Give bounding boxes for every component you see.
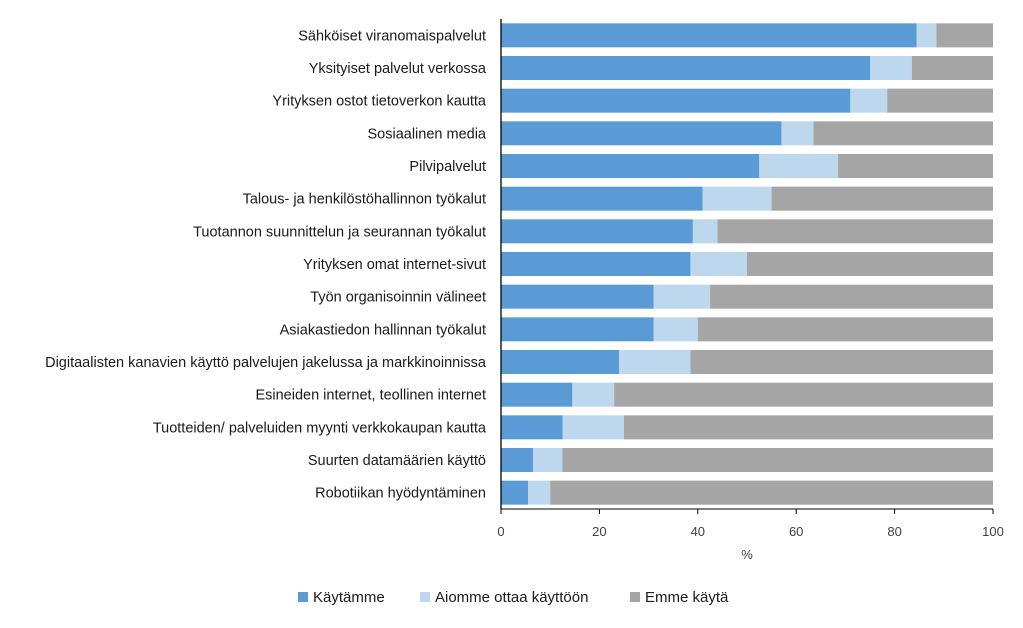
category-label: Yksityiset palvelut verkossa (309, 61, 487, 77)
bar-segment-2-row-4 (781, 121, 814, 146)
category-labels: Sähköiset viranomaispalvelut Yksityiset p… (45, 28, 487, 501)
bar-segment-1-row-8 (501, 252, 691, 276)
bar-segment-3-row-13 (624, 415, 993, 440)
bar-segment-1-row-7 (501, 219, 693, 244)
bar-segment-2-row-7 (692, 219, 718, 244)
bar-segment-3-row-15 (550, 480, 993, 505)
x-tick-label: 20 (592, 524, 606, 539)
category-label: Sähköiset viranomaispalvelut (298, 28, 486, 44)
bar-segment-2-row-9 (653, 284, 711, 309)
bar-segment-3-row-9 (710, 284, 993, 309)
bar-segment-1-row-2 (501, 56, 870, 80)
bar-segment-1-row-14 (501, 448, 533, 472)
bar-segment-3-row-2 (911, 56, 993, 80)
bar-segment-2-row-5 (759, 154, 839, 178)
x-tick-label: 0 (497, 524, 504, 539)
bar-segment-3-row-14 (562, 448, 993, 472)
bar-segment-1-row-3 (501, 88, 851, 113)
legend-label-2: Aiomme ottaa käyttöön (435, 589, 588, 606)
bar-segment-3-row-11 (690, 350, 993, 374)
x-tick-labels: 0 20 40 60 80 100 (497, 524, 1003, 539)
bars-layer (501, 23, 993, 505)
category-label: Robotiikan hyödyntäminen (315, 486, 486, 502)
bar-segment-2-row-1 (916, 23, 937, 48)
category-label: Talous- ja henkilöstöhallinnon työkalut (243, 192, 486, 208)
bar-segment-2-row-13 (562, 415, 624, 440)
bar-segment-1-row-13 (501, 415, 563, 440)
bar-segment-1-row-15 (501, 480, 529, 505)
legend-label-3: Emme käytä (645, 589, 729, 606)
legend-swatch-3 (630, 592, 640, 602)
bar-segment-2-row-8 (690, 252, 747, 276)
bar-segment-2-row-3 (850, 88, 888, 113)
bar-segment-2-row-6 (702, 186, 772, 211)
category-label: Yrityksen ostot tietoverkon kautta (272, 94, 487, 110)
bar-segment-1-row-9 (501, 284, 654, 309)
bar-segment-1-row-11 (501, 350, 620, 374)
bar-segment-3-row-5 (838, 154, 993, 178)
bar-segment-2-row-14 (532, 448, 563, 472)
category-label: Yrityksen omat internet-sivut (303, 257, 486, 273)
bar-segment-3-row-10 (697, 317, 993, 342)
bar-segment-1-row-5 (501, 154, 760, 178)
category-label: Tuotteiden/ palveluiden myynti verkkokau… (153, 420, 487, 436)
x-axis-title: % (741, 547, 753, 562)
category-label: Asiakastiedon hallinnan työkalut (280, 322, 486, 338)
bar-segment-3-row-8 (747, 252, 993, 276)
bar-segment-2-row-11 (619, 350, 691, 374)
category-label: Sosiaalinen media (368, 126, 487, 142)
category-label: Työn organisoinnin välineet (310, 290, 486, 306)
bar-segment-3-row-4 (813, 121, 993, 146)
axes-layer (500, 19, 994, 514)
bar-segment-3-row-1 (936, 23, 993, 48)
bar-segment-3-row-12 (614, 382, 993, 407)
legend-swatch-2 (420, 592, 430, 602)
category-label: Esineiden internet, teollinen internet (255, 388, 486, 404)
x-tick-label: 100 (982, 524, 1004, 539)
bar-segment-3-row-7 (717, 219, 993, 244)
bar-segment-3-row-3 (887, 88, 993, 113)
bar-segment-1-row-6 (501, 186, 703, 211)
bar-segment-1-row-12 (501, 382, 573, 407)
bar-segment-3-row-6 (771, 186, 993, 211)
bar-segment-1-row-10 (501, 317, 654, 342)
x-tick-label: 40 (691, 524, 705, 539)
category-label: Tuotannon suunnittelun ja seurannan työk… (193, 224, 486, 240)
bar-segment-1-row-4 (501, 121, 782, 146)
legend-label-1: Käytämme (313, 589, 385, 606)
bar-segment-2-row-12 (572, 382, 615, 407)
bar-segment-2-row-2 (870, 56, 912, 80)
x-tick-label: 80 (887, 524, 901, 539)
legend-swatch-1 (298, 592, 308, 602)
category-label: Pilvipalvelut (409, 159, 486, 175)
category-label: Suurten datamäärien käyttö (308, 453, 486, 469)
legend: Käytämme Aiomme ottaa käyttöön Emme käytä (298, 589, 729, 606)
category-label: Digitaalisten kanavien käyttö palvelujen… (45, 355, 487, 371)
x-tick-label: 60 (789, 524, 803, 539)
bar-segment-2-row-10 (653, 317, 698, 342)
bar-segment-2-row-15 (528, 480, 551, 505)
bar-segment-1-row-1 (501, 23, 917, 48)
